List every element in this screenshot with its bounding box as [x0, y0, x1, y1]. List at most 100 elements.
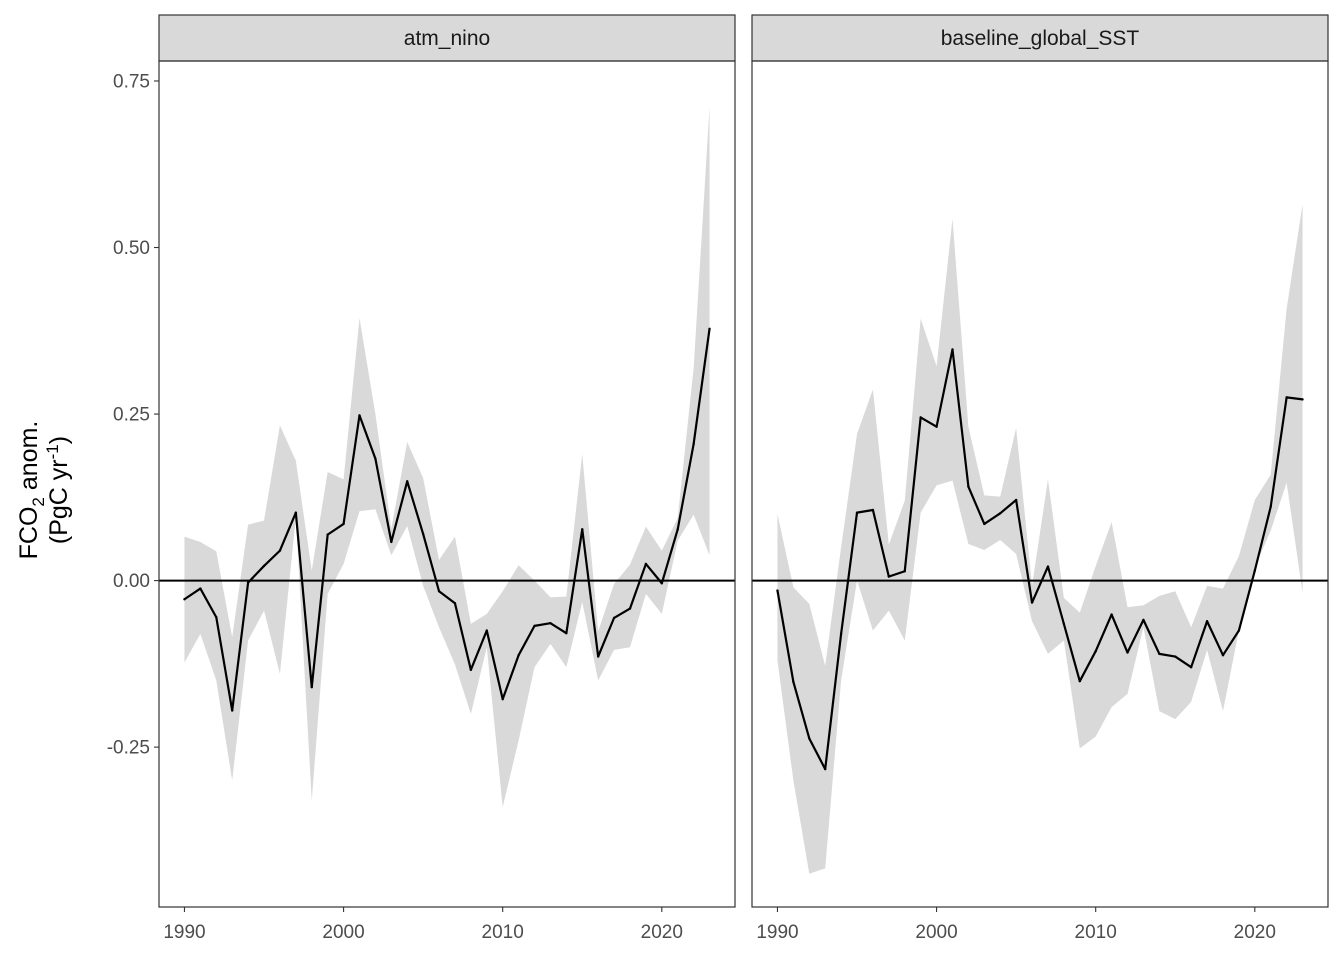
- y-tick-label: 0.00: [113, 571, 150, 592]
- x-tick-label: 2010: [482, 922, 524, 943]
- data-point: [278, 549, 282, 552]
- facet-strip-label: atm_nino: [404, 27, 490, 50]
- data-point: [183, 598, 186, 601]
- panel-border: [751, 60, 1329, 908]
- data-point: [612, 616, 616, 620]
- data-point: [1189, 665, 1193, 669]
- data-point: [951, 348, 954, 351]
- data-point: [215, 616, 218, 619]
- data-point: [1253, 569, 1257, 572]
- panel-plot-area: [752, 204, 1328, 874]
- x-tick-label: 2020: [1234, 922, 1276, 943]
- data-point: [1142, 618, 1145, 622]
- data-point: [1285, 396, 1288, 399]
- data-point: [1110, 613, 1113, 616]
- data-point: [1221, 654, 1225, 657]
- data-point: [230, 709, 234, 712]
- data-point: [1269, 505, 1272, 508]
- panel-plot-area: [159, 106, 735, 808]
- panel-baseline-global-sst: baseline_global_SST 1990 2000 2010 2020: [751, 14, 1329, 943]
- data-point: [808, 737, 811, 740]
- uncertainty-ribbon: [184, 106, 710, 808]
- data-point: [855, 511, 859, 514]
- data-point: [903, 570, 906, 573]
- data-point: [776, 589, 779, 592]
- series-line: [183, 328, 711, 712]
- data-point: [485, 629, 488, 632]
- data-point: [533, 624, 536, 628]
- data-point: [1205, 620, 1209, 623]
- y-axis-title: FCO2 anom. (PgC yr-1): [15, 421, 73, 560]
- data-point: [501, 697, 504, 701]
- data-point: [1014, 498, 1018, 502]
- data-point: [1301, 398, 1304, 401]
- data-point: [437, 590, 441, 593]
- y-tick-label: -0.25: [107, 738, 150, 759]
- data-point: [469, 668, 473, 672]
- data-point: [596, 655, 600, 658]
- data-point: [421, 532, 425, 536]
- data-point: [1174, 655, 1177, 658]
- facet-strip: [751, 14, 1329, 62]
- data-point: [374, 457, 377, 460]
- x-tick-label: 1990: [163, 922, 205, 943]
- y-tick-label: 0.50: [113, 238, 150, 259]
- data-point: [294, 511, 298, 514]
- data-point: [390, 540, 393, 544]
- data-point: [549, 622, 552, 625]
- series-line: [776, 348, 1303, 771]
- data-point: [581, 528, 584, 531]
- facet-strip-label: baseline_global_SST: [941, 27, 1140, 50]
- data-point: [919, 416, 922, 419]
- data-point: [1158, 652, 1161, 656]
- data-point: [517, 654, 520, 657]
- data-point: [660, 582, 664, 585]
- panel-atm-nino: atm_nino 1990 2000 2010 2020: [158, 14, 736, 943]
- data-point: [967, 485, 970, 488]
- data-point: [1237, 629, 1241, 632]
- data-point: [628, 607, 632, 610]
- data-point: [999, 512, 1002, 515]
- data-point: [676, 528, 679, 531]
- panel-border: [158, 60, 736, 908]
- data-point: [792, 680, 795, 684]
- uncertainty-ribbon: [777, 204, 1303, 874]
- x-tick-label: 2010: [1075, 922, 1117, 943]
- data-point: [644, 562, 648, 566]
- data-point: [406, 480, 409, 483]
- data-point: [887, 575, 891, 578]
- y-axis-title-line2: (PgC yr-1): [43, 436, 73, 544]
- data-point: [983, 522, 986, 526]
- data-point: [823, 767, 827, 771]
- data-point: [342, 522, 345, 526]
- data-point: [246, 581, 250, 584]
- data-point: [565, 632, 568, 635]
- x-tick-label: 2000: [322, 922, 364, 943]
- x-tick-label: 2000: [915, 922, 957, 943]
- y-axis-title-line1: FCO2 anom.: [15, 421, 48, 560]
- data-point: [262, 564, 266, 568]
- data-point: [935, 425, 938, 428]
- data-point: [1030, 601, 1034, 604]
- y-tick-label: 0.25: [113, 405, 150, 426]
- data-point: [1062, 622, 1066, 626]
- x-tick-label: 2020: [641, 922, 683, 943]
- y-tick-label: 0.75: [113, 71, 150, 92]
- data-point: [871, 508, 875, 512]
- data-point: [839, 632, 843, 636]
- data-point: [310, 685, 313, 689]
- data-point: [326, 533, 329, 536]
- data-point: [453, 602, 457, 605]
- x-tick-label: 1990: [756, 922, 798, 943]
- data-point: [708, 327, 711, 330]
- data-point: [692, 442, 695, 446]
- data-point: [358, 414, 361, 417]
- data-point: [1094, 650, 1097, 653]
- y-axis: -0.25 0.00 0.25 0.50 0.75: [107, 71, 159, 759]
- data-point: [1046, 565, 1050, 568]
- data-point: [199, 587, 202, 590]
- data-point: [1078, 679, 1081, 683]
- data-point: [1126, 651, 1129, 654]
